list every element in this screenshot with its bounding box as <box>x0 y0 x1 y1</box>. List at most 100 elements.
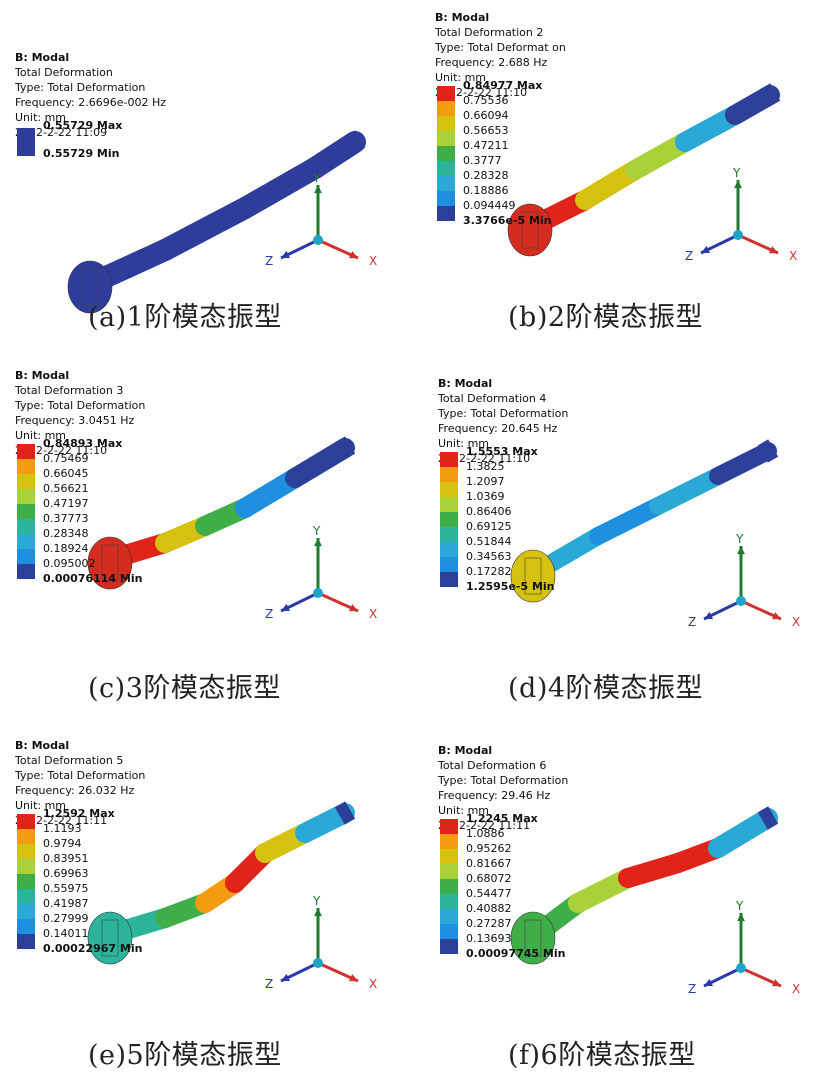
beam-segment <box>154 197 256 261</box>
legend-swatch <box>440 849 458 864</box>
header-line: Total Deformation 4 <box>438 392 547 405</box>
legend-value: 0.3777 <box>463 154 502 167</box>
legend-swatch <box>440 527 458 542</box>
z-axis-label: Z <box>265 254 273 268</box>
legend-swatches <box>17 444 35 579</box>
legend-swatch <box>440 819 458 834</box>
mode-caption: (c)3阶模态振型 <box>88 673 281 704</box>
z-axis-label: Z <box>688 982 696 996</box>
legend-value: 0.40882 <box>466 902 512 915</box>
legend-swatch <box>437 191 455 206</box>
legend-swatch <box>17 549 35 564</box>
legend-swatch <box>437 116 455 131</box>
legend-swatch <box>437 176 455 191</box>
legend-swatch <box>440 557 458 572</box>
legend-min: 0.00022967 Min <box>43 942 143 955</box>
beam-end-cap <box>759 83 781 107</box>
header-line: 2022-2-22 11:11 <box>15 814 108 827</box>
x-axis-label: X <box>789 249 797 263</box>
y-axis-label: Y <box>312 894 321 908</box>
axis-origin <box>736 963 746 973</box>
legend-swatch <box>440 834 458 849</box>
legend-value: 0.69963 <box>43 867 89 880</box>
header-line: B: Modal <box>15 369 70 382</box>
header-line: 2022-2-22 11:10 <box>438 452 531 465</box>
header-line: Unit: mm <box>15 111 67 124</box>
z-axis-arrow-head <box>704 611 713 619</box>
legend-value: 0.9794 <box>43 837 82 850</box>
y-axis-label: Y <box>735 532 744 546</box>
beam-hub-flange <box>524 919 542 957</box>
legend-min: 3.3766e-5 Min <box>463 214 552 227</box>
z-axis-arrow-head <box>704 978 713 986</box>
header-line: Total Deformation 3 <box>15 384 124 397</box>
legend-value: 0.66045 <box>43 467 89 480</box>
header-line: 2022-2-22 11:09 <box>15 126 108 139</box>
beam-segment <box>589 497 667 545</box>
x-axis-arrow-head <box>772 979 781 987</box>
beam-end-cap <box>334 801 356 825</box>
legend-value: 0.81667 <box>466 857 512 870</box>
x-axis-arrow-head <box>769 246 778 254</box>
z-axis-arrow-head <box>701 245 710 253</box>
legend-min: 0.00097745 Min <box>466 947 566 960</box>
result-header: B: Modal Total Deformation 4 Type: Total D… <box>438 376 568 466</box>
legend-value: 0.66094 <box>463 109 509 122</box>
x-axis-label: X <box>369 977 377 991</box>
legend-swatch <box>440 864 458 879</box>
header-line: B: Modal <box>435 11 490 24</box>
legend-swatches <box>440 819 458 954</box>
y-axis-arrow-head <box>734 180 742 189</box>
x-axis-label: X <box>792 615 800 629</box>
x-axis-label: X <box>369 254 377 268</box>
legend-swatch <box>17 519 35 534</box>
legend-value: 0.75536 <box>463 94 509 107</box>
beam-segment <box>234 157 326 219</box>
header-line: Frequency: 3.0451 Hz <box>15 414 135 427</box>
legend-value: 0.27287 <box>466 917 512 930</box>
y-axis-label: Y <box>735 899 744 913</box>
legend-value: 0.68072 <box>466 872 512 885</box>
legend-max: 0.84893 Max <box>43 437 123 450</box>
axis-origin <box>733 230 743 240</box>
header-line: Frequency: 2.688 Hz <box>435 56 548 69</box>
mode-caption: (d)4阶模态振型 <box>508 673 704 704</box>
legend-min: 0.00076114 Min <box>43 572 143 585</box>
header-line: Type: Total Deformation <box>438 774 569 787</box>
mode-caption: (b)2阶模态振型 <box>508 302 704 333</box>
beam-segment <box>709 442 777 485</box>
y-axis-arrow-head <box>314 908 322 917</box>
y-axis-arrow-head <box>737 546 745 555</box>
x-axis-arrow-head <box>349 974 358 982</box>
x-axis-label: X <box>369 607 377 621</box>
axis-triad: Y X Z <box>688 899 800 996</box>
beam-hub-flange <box>101 544 119 582</box>
result-header: B: Modal Total Deformation 6 Type: Total D… <box>438 743 568 833</box>
axis-triad: Y X Z <box>265 524 377 621</box>
legend-swatch <box>17 128 35 156</box>
legend-value: 1.0369 <box>466 490 505 503</box>
legend-value: 0.56621 <box>43 482 89 495</box>
y-axis-label: Y <box>312 524 321 538</box>
legend-swatch <box>440 909 458 924</box>
legend-swatch <box>437 161 455 176</box>
legend-value: 0.55975 <box>43 882 89 895</box>
legend-value: 0.28348 <box>43 527 89 540</box>
legend-swatches <box>17 128 35 156</box>
legend-value: 0.18924 <box>43 542 89 555</box>
axis-origin <box>313 958 323 968</box>
x-axis-arrow-head <box>772 612 781 620</box>
header-line: Type: Total Deformation <box>438 407 569 420</box>
beam-hub-flange <box>81 268 99 306</box>
legend-swatch <box>440 542 458 557</box>
legend-swatches <box>437 86 455 221</box>
beam-segment <box>285 438 355 488</box>
z-axis-label: Z <box>685 249 693 263</box>
mode-panel-5: B: Modal Total Deformation 5 Type: Total D… <box>15 738 415 1038</box>
header-line: B: Modal <box>438 744 493 757</box>
header-line: Type: Total Deformation <box>15 81 146 94</box>
z-axis-label: Z <box>265 607 273 621</box>
header-line: B: Modal <box>15 739 70 752</box>
x-axis-label: X <box>792 982 800 996</box>
header-line: Total Deformation 6 <box>438 759 547 772</box>
